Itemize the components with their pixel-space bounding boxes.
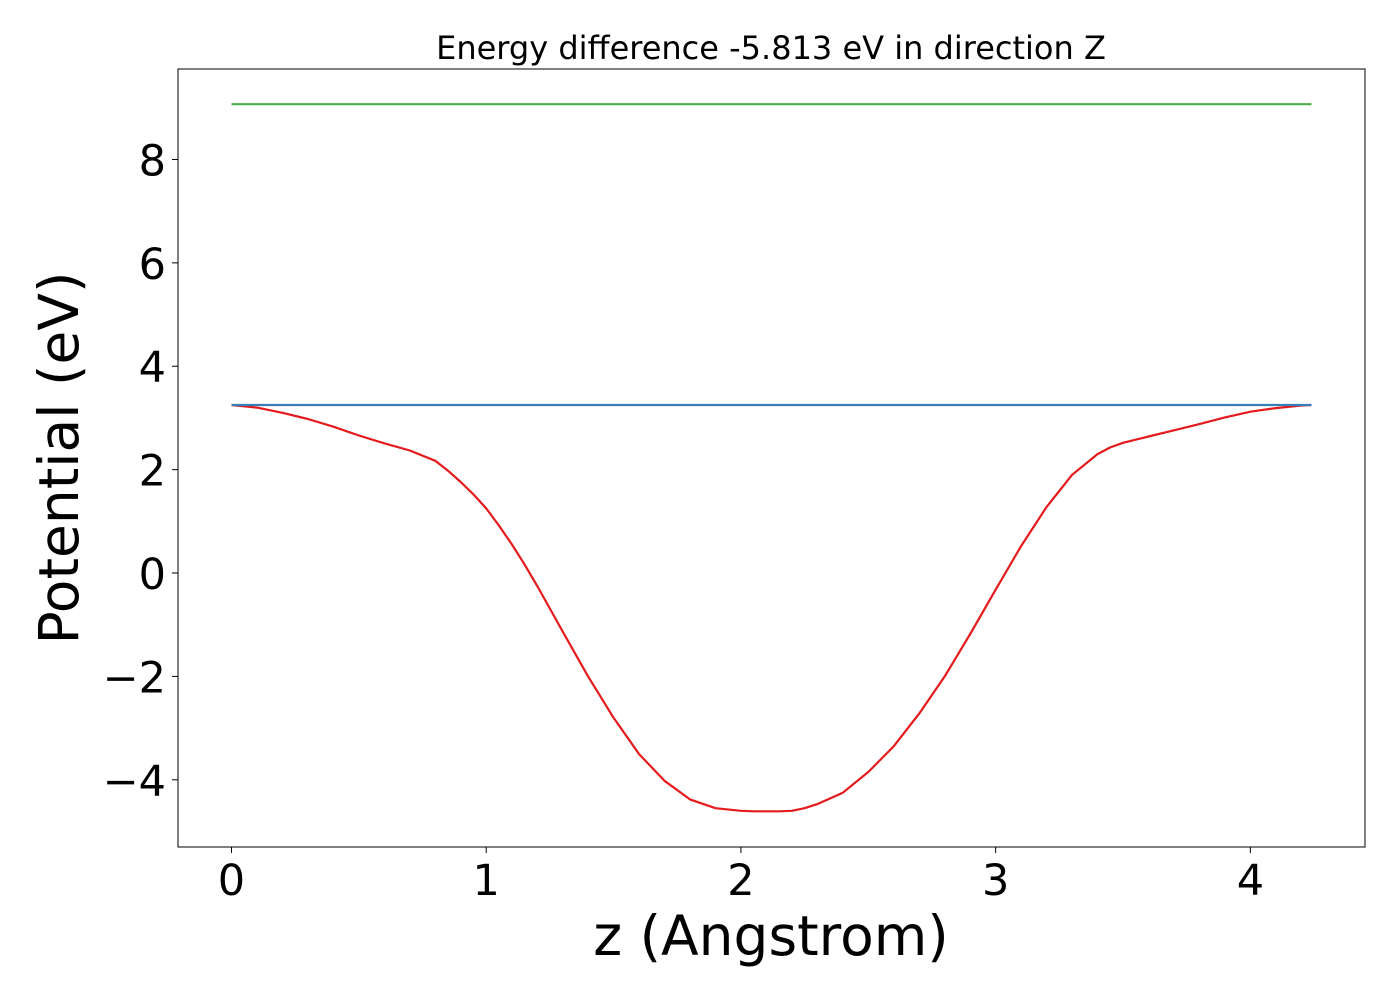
chart-title: Energy difference -5.813 eV in direction… — [436, 29, 1106, 67]
x-tick-label: 1 — [473, 856, 500, 906]
x-tick-label: 4 — [1237, 856, 1264, 906]
y-tick-label: −2 — [103, 653, 166, 703]
y-tick-label: 4 — [139, 343, 166, 393]
x-tick-label: 2 — [727, 856, 754, 906]
y-tick-label: 2 — [139, 447, 166, 497]
y-axis-label: Potential (eV) — [27, 272, 91, 645]
x-tick-label: 0 — [218, 856, 245, 906]
x-tick-label: 3 — [982, 856, 1009, 906]
y-tick-label: −4 — [103, 757, 166, 807]
y-tick-label: 0 — [139, 550, 166, 600]
series-layer — [231, 103, 1312, 813]
x-axis-label: z (Angstrom) — [593, 904, 949, 968]
series-line-1 — [231, 403, 1312, 813]
y-tick-label: 6 — [139, 240, 166, 290]
ticks-layer: 0 1 2 3 4 −4 −2 0 2 4 6 8 — [103, 136, 1264, 906]
plot-frame — [177, 68, 1366, 848]
y-tick-label: 8 — [139, 136, 166, 186]
